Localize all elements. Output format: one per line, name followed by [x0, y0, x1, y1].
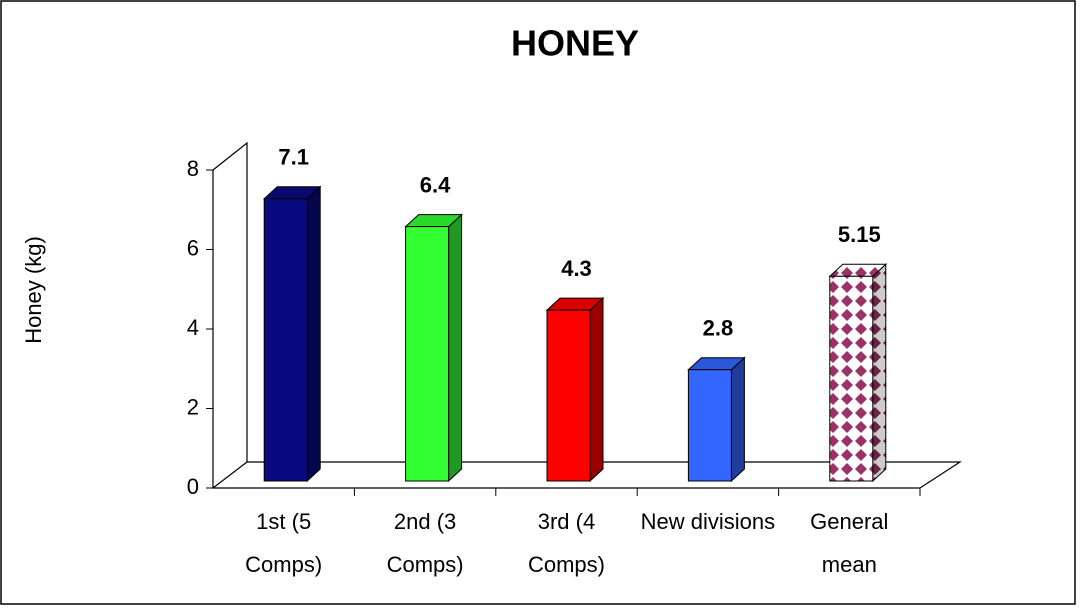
bar-side — [306, 185, 321, 483]
y-tick-label: 0 — [187, 474, 199, 499]
y-tick-label: 4 — [187, 315, 199, 340]
bar — [405, 226, 450, 482]
value-label: 5.15 — [838, 222, 881, 247]
y-axis-label: Honey (kg) — [21, 236, 46, 344]
bar-side — [730, 356, 745, 483]
x-tick-label: 3rd (4 Comps) — [527, 509, 605, 577]
value-label: 4.3 — [561, 256, 592, 281]
value-label: 6.4 — [420, 172, 451, 197]
value-label: 7.1 — [278, 145, 309, 170]
bar — [546, 309, 591, 482]
y-tick-label: 2 — [187, 394, 199, 419]
bar — [687, 369, 732, 482]
x-tick-label: 2nd (3 Comps) — [386, 509, 464, 577]
bar-side — [589, 296, 604, 483]
value-label: 2.8 — [703, 316, 734, 341]
bar-side — [872, 263, 887, 483]
bar — [829, 275, 874, 482]
bar-side — [448, 213, 463, 483]
bar — [263, 198, 308, 482]
x-tick-label: New divisions — [640, 509, 776, 534]
y-tick-label: 8 — [187, 156, 199, 181]
y-tick-label: 6 — [187, 235, 199, 260]
x-tick-label: 1st (5 Comps) — [245, 509, 323, 577]
chart-title: HONEY — [511, 23, 639, 64]
x-tick-label: General mean — [810, 509, 889, 577]
